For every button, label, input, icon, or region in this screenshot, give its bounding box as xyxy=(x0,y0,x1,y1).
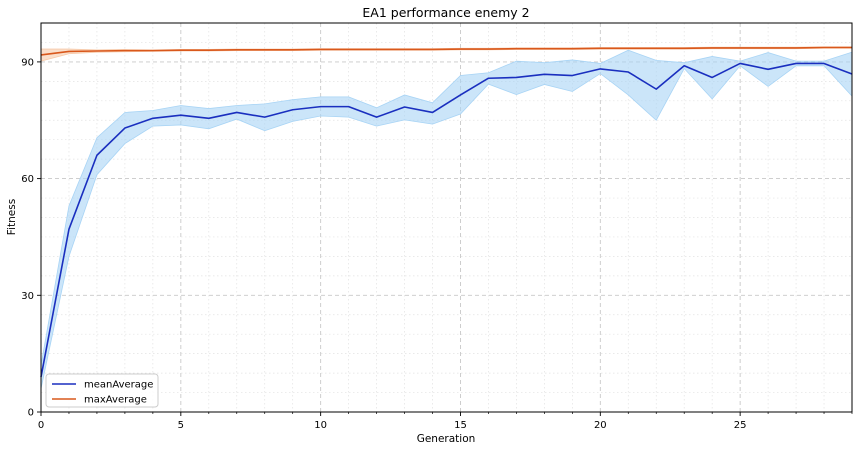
x-tick-label: 5 xyxy=(178,420,184,431)
y-axis-label: Fitness xyxy=(6,199,18,235)
x-tick-label: 25 xyxy=(734,420,747,431)
grid-layer xyxy=(40,22,853,413)
x-tick-label: 0 xyxy=(38,420,44,431)
axis-ticks: 0 5 10 15 20 25 0 30 60 90 xyxy=(21,57,853,431)
legend: meanAverage maxAverage xyxy=(45,373,159,408)
y-tick-label: 60 xyxy=(21,174,34,185)
y-tick-label: 0 xyxy=(28,408,34,419)
series-lines xyxy=(40,46,853,378)
x-tick-label: 15 xyxy=(454,420,467,431)
plot-frame xyxy=(40,22,853,413)
y-tick-label: 30 xyxy=(21,291,34,302)
legend-label-maxaverage: maxAverage xyxy=(84,395,147,406)
chart-title: EA1 performance enemy 2 xyxy=(362,5,529,20)
x-tick-label: 10 xyxy=(314,420,327,431)
x-tick-label: 20 xyxy=(594,420,607,431)
y-tick-label: 90 xyxy=(21,57,34,68)
legend-label-meanaverage: meanAverage xyxy=(84,380,153,391)
x-axis-label: Generation xyxy=(417,433,476,445)
maxaverage-line xyxy=(40,46,852,56)
meanaverage-line xyxy=(40,62,853,378)
